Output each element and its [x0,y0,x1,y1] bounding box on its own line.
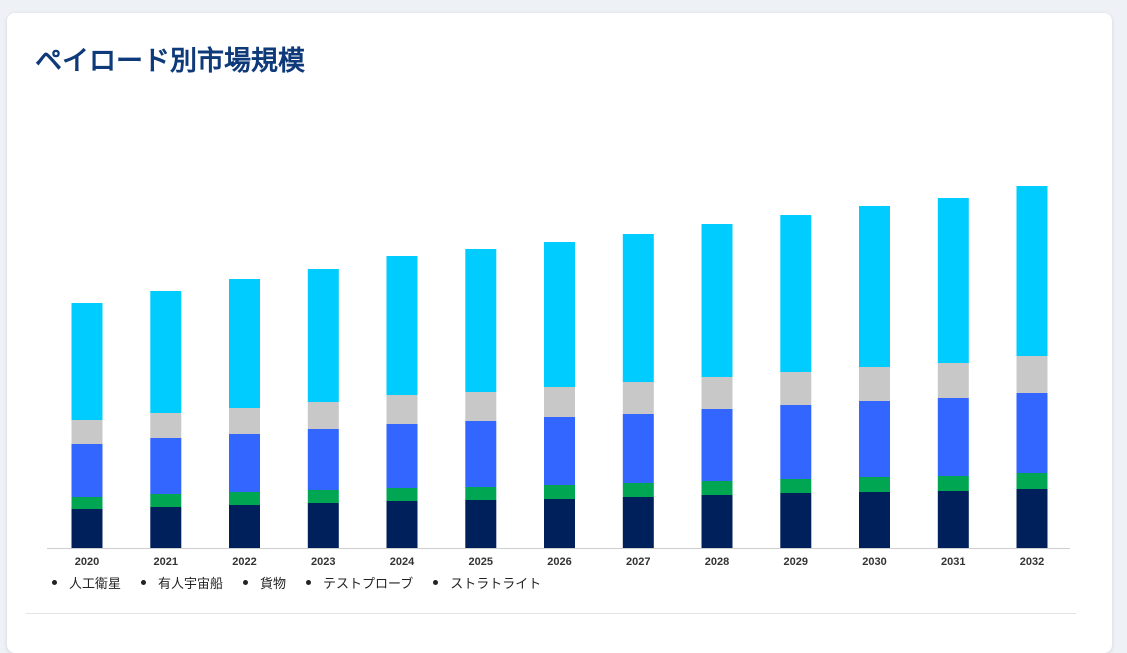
legend-label: ストラトライト [450,577,542,592]
bar-segment [1016,393,1048,473]
bar-segment [229,434,260,492]
bar-segment [780,372,812,405]
bar-segment [622,497,654,548]
bar-segment [544,499,575,548]
x-tick-label: 2020 [75,556,99,568]
bar-segment [307,503,339,548]
bar-segment [150,413,182,438]
bar-segment [1016,186,1048,356]
bar-segment [71,509,103,548]
bar-segment [622,414,654,483]
legend-label: 貨物 [260,577,287,592]
bar-segment [465,421,497,487]
x-tick-label: 2026 [547,556,571,568]
bar-segment [71,444,103,497]
legend-label: 有人宇宙船 [158,577,224,592]
bar-segment [150,438,182,494]
x-tick-label: 2025 [469,556,493,568]
x-tick-label: 2031 [941,556,965,568]
bar-segment [465,500,497,548]
bar-segment [386,395,418,424]
x-tick-label: 2029 [784,556,808,568]
bar-segment [229,408,260,434]
bar-segment [1016,356,1048,393]
legend-bullet [243,580,249,585]
bottom-divider [26,613,1076,614]
bar-segment [150,291,182,413]
bar-segment [229,492,260,505]
legend-item-stratolite: ストラトライト [433,573,541,592]
bar-segment [780,479,812,493]
bar-segment [386,424,418,488]
x-tick-label: 2032 [1020,556,1044,568]
legend-item-crewed-spacecraft: 有人宇宙船 [141,573,223,592]
bar-segment [701,495,733,548]
bar-segment [71,420,103,444]
bar-segment [622,234,654,382]
bar-segment [465,249,497,392]
bar-segment [71,303,103,420]
bar-segment [386,501,418,548]
legend-bullet [306,580,312,585]
bar-segment [780,215,812,372]
bar-segment [307,490,339,503]
x-tick-label: 2023 [311,556,335,568]
legend-item-test-probe: テストプローブ [306,573,413,592]
bar-segment [307,402,339,429]
bar-segment [307,269,339,402]
legend-bullet [52,580,57,585]
bar-segment [859,477,890,492]
bar-segment [544,387,575,417]
bar-segment [229,505,260,548]
bar-segment [1016,473,1048,489]
bar-segment [465,487,497,500]
x-tick-label: 2030 [862,556,886,568]
bar-segment [780,493,812,548]
legend-label: 人工衛星 [69,577,122,592]
chart-legend: 人工衛星 有人宇宙船 貨物 テストプローブ ストラトライト [52,573,541,592]
bar-segment [622,483,654,497]
bar-segment [937,363,969,398]
bar-segment [859,206,890,367]
bar-segment [701,409,733,481]
bar-segment [544,417,575,485]
x-tick-label: 2024 [390,556,415,568]
bar-segment [150,494,182,507]
legend-label: テストプローブ [323,577,414,592]
legend-item-satellite: 人工衛星 [52,573,121,592]
bar-segment [544,485,575,499]
legend-bullet [433,580,439,585]
bar-segment [386,488,418,501]
bar-segment [701,481,733,495]
x-tick-label: 2028 [705,556,729,568]
x-tick-label: 2021 [154,556,178,568]
bar-segment [937,491,969,548]
bar-segment [386,256,418,395]
bar-segment [544,242,575,387]
bar-segment [937,198,969,363]
stacked-bar-chart: 2020 2021 2022 2023 2024 2025 2026 2027 2028 2029… [47,186,1070,568]
x-tick-label: 2022 [232,556,256,568]
bar-segment [780,405,812,479]
bar-segment [937,476,969,491]
bar-segment [1016,489,1048,548]
bar-segment [859,367,890,401]
bar-segment [71,497,103,509]
bar-segment [859,401,890,477]
bar-segment [622,382,654,414]
bar-segment [701,224,733,377]
bar-segment [307,429,339,490]
chart-title: ペイロード別市場規模 [35,46,305,77]
legend-bullet [141,580,147,585]
bar-segment [465,392,497,421]
bar-segment [701,377,733,409]
bar-segment [229,279,260,408]
bar-segment [150,507,182,548]
bar-segment [859,492,890,548]
bar-segment [937,398,969,476]
x-tick-label: 2027 [626,556,650,568]
legend-item-cargo: 貨物 [243,573,286,592]
